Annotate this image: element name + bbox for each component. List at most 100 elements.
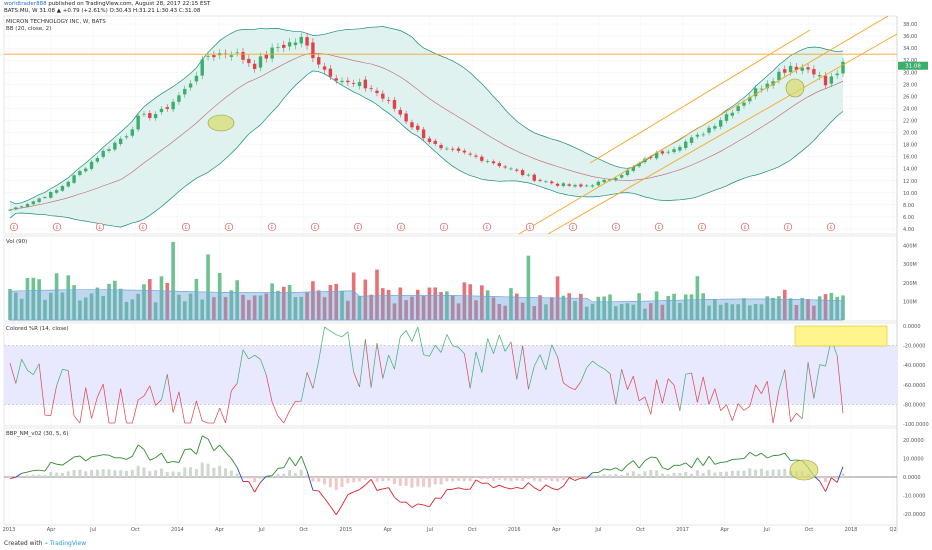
- volume-bar: [485, 290, 490, 320]
- candle-body: [381, 93, 385, 99]
- price-tick-label: 38.00: [903, 22, 917, 28]
- bbp-histogram-bar: [724, 471, 728, 477]
- candle-body: [101, 150, 105, 157]
- candle-body: [812, 69, 816, 75]
- bbp-histogram-bar: [90, 469, 94, 477]
- wr-line-segment: [434, 345, 442, 353]
- volume-bar: [43, 299, 47, 320]
- wr-line-segment: [656, 379, 663, 404]
- candle-body: [84, 168, 88, 172]
- earnings-marker: [568, 222, 578, 232]
- volume-bar: [462, 282, 467, 320]
- time-tick-label: Jul: [258, 527, 265, 533]
- bbp-line-segment: [202, 435, 209, 440]
- volume-bar: [25, 278, 30, 320]
- bbp-line-segment: [644, 456, 652, 461]
- time-tick-label: Apr: [384, 527, 394, 533]
- volume-bar: [206, 254, 210, 320]
- wr-line-segment: [632, 376, 640, 401]
- earnings-marker: [267, 222, 277, 232]
- bbp-histogram-bar: [701, 473, 705, 477]
- wr-line-segment: [336, 334, 343, 338]
- volume-bar: [188, 293, 193, 320]
- candle-body: [433, 140, 437, 144]
- bbp-histogram-bar: [614, 473, 618, 477]
- trend-line-outer: [547, 33, 898, 235]
- candle-body: [264, 54, 269, 59]
- wr-line-segment: [737, 403, 745, 411]
- bbp-histogram-bar: [381, 477, 385, 482]
- candle-body: [194, 75, 199, 82]
- bbp-line-segment: [417, 503, 424, 506]
- earnings-marker: [396, 222, 406, 232]
- price-tick-label: 12.00: [903, 179, 917, 185]
- bbp-line-segment: [195, 435, 203, 455]
- volume-bar: [561, 295, 566, 320]
- bbp-histogram-bar: [398, 477, 402, 486]
- wr-line-segment: [73, 415, 81, 424]
- highlight-ellipse: [207, 114, 235, 132]
- candle-body: [724, 114, 729, 121]
- volume-bar: [509, 288, 513, 320]
- bbp-line-segment: [609, 467, 616, 471]
- candle-body: [322, 66, 327, 70]
- bbp-histogram-bar: [649, 470, 653, 477]
- bbp-histogram-bar: [235, 473, 239, 477]
- bb-lower-band: [9, 70, 844, 228]
- volume-bar: [835, 296, 839, 320]
- bbp-histogram-bar: [451, 477, 455, 482]
- earnings-marker: [353, 222, 363, 232]
- bbp-line-segment: [405, 501, 413, 508]
- bbp-line-segment: [190, 448, 197, 455]
- candle-body: [445, 148, 449, 150]
- bbp-histogram-bar: [655, 470, 659, 477]
- price-tick-label: 20.00: [903, 131, 917, 137]
- candle-body: [730, 112, 735, 116]
- bbp-line-segment: [615, 467, 622, 472]
- candle-body: [369, 88, 373, 90]
- bbp-line-segment: [295, 455, 302, 467]
- wr-line-segment: [778, 369, 786, 391]
- candle-body: [410, 122, 414, 128]
- candle-body: [66, 181, 70, 187]
- bbp-histogram-bar: [229, 470, 233, 477]
- volume-bar: [643, 308, 647, 320]
- wr-tick-label: -100.0000: [903, 422, 929, 428]
- candle-body: [713, 126, 717, 129]
- wr-line-segment: [131, 399, 139, 424]
- tradingview-logo[interactable]: ⌁ TradingView: [44, 540, 87, 547]
- wr-line-segment: [691, 372, 698, 403]
- volume-bar: [491, 297, 496, 320]
- volume-bar: [118, 288, 123, 320]
- bbp-line-segment: [743, 451, 751, 459]
- bb-basis: [9, 52, 844, 210]
- candle-body: [398, 109, 402, 115]
- volume-bar: [602, 296, 606, 320]
- time-tick-label: Oct: [299, 527, 308, 533]
- volume-bar: [520, 302, 525, 320]
- bbp-line-segment: [545, 484, 552, 489]
- wr-line-segment: [67, 370, 75, 416]
- volume-bar: [54, 273, 59, 320]
- bbp-histogram-bar: [177, 471, 181, 477]
- candle-body: [462, 150, 467, 153]
- bbp-histogram-bar: [276, 473, 280, 477]
- candle-body: [124, 136, 129, 138]
- bbp-histogram-bar: [189, 467, 193, 477]
- candle-body: [777, 71, 781, 81]
- vol-tick-label: 100M: [903, 299, 917, 305]
- wr-line-segment: [569, 386, 576, 391]
- bbp-histogram-bar: [538, 477, 542, 482]
- bbp-line-segment: [667, 464, 675, 471]
- highlight-ellipse: [785, 78, 805, 98]
- wr-line-segment: [382, 354, 389, 379]
- bbp-line-segment: [341, 494, 349, 506]
- author-link[interactable]: worldtrader888: [4, 1, 47, 7]
- volume-bar: [404, 300, 408, 320]
- candle-body: [148, 113, 152, 118]
- bbp-line-segment: [691, 457, 698, 469]
- earnings-marker: [95, 222, 105, 232]
- bbp-histogram-bar: [754, 469, 758, 477]
- bbp-histogram-bar: [410, 477, 414, 488]
